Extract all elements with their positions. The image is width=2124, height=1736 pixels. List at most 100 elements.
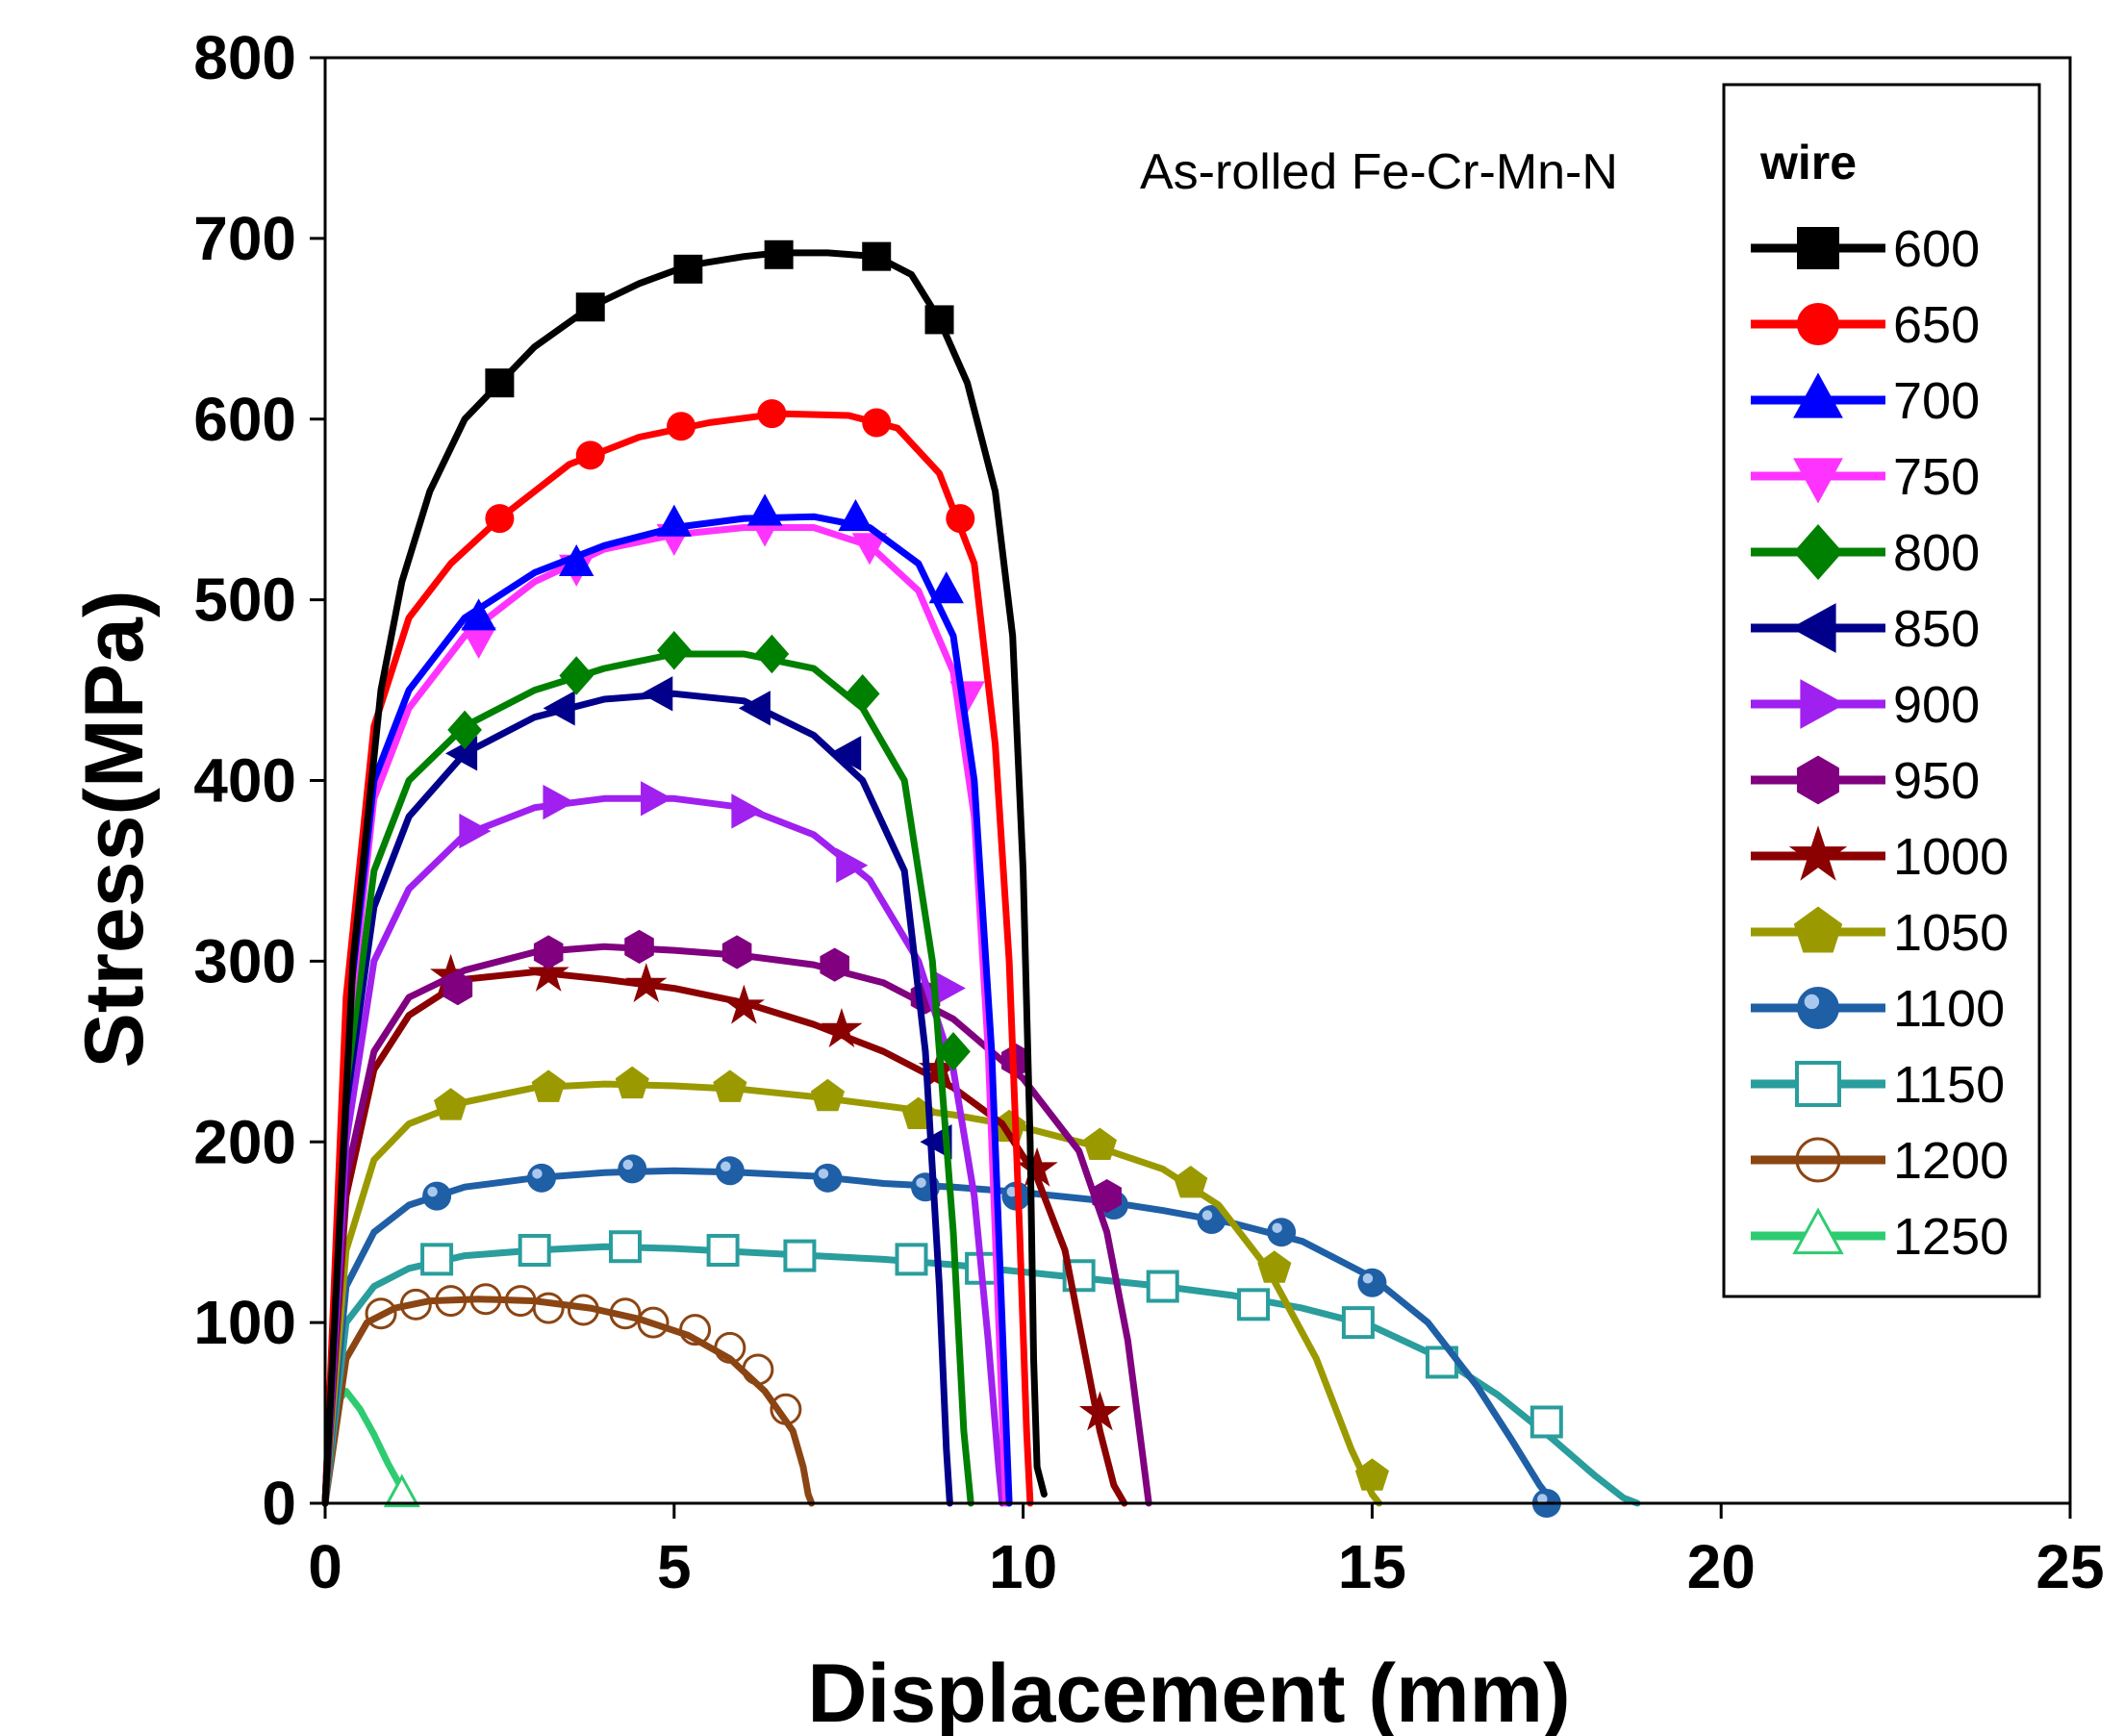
data-point-700-2 [656,504,692,537]
data-point-1000-2 [625,963,668,1003]
data-point-1100-0-highlight [427,1186,438,1197]
data-point-1150-2 [609,1230,643,1264]
x-tick-label-4: 20 [1687,1532,1756,1601]
series-700 [321,493,1013,1507]
data-point-950-2 [624,929,654,964]
y-tick-label-5: 500 [193,566,296,635]
data-point-700-0 [461,598,496,631]
data-point-1000-6 [1016,1146,1058,1187]
data-point-600-4 [862,241,892,271]
data-point-700-1 [559,543,594,577]
data-point-700-4 [838,499,873,532]
series-line-750 [321,524,1009,1507]
data-point-600-0 [485,368,515,398]
series-1050 [321,1066,1389,1507]
data-point-900-5 [933,970,966,1006]
legend-marker-900 [1800,679,1846,729]
data-point-1150-0 [420,1243,454,1276]
data-point-1200-9 [679,1314,712,1346]
data-point-1050-0 [434,1088,468,1120]
legend-label-850: 850 [1893,600,1980,658]
data-point-1200-6 [567,1294,599,1326]
data-point-900-2 [641,781,673,817]
legend-label-1000: 1000 [1893,828,2009,886]
x-tick-label-2: 10 [989,1532,1057,1601]
data-point-700-3 [746,493,783,526]
series-line-1050 [321,1080,1383,1507]
data-point-800-2 [656,630,692,670]
data-point-1150-9 [1237,1288,1271,1321]
data-point-650-5 [946,504,975,534]
data-point-800-5 [936,1032,971,1071]
legend-item-1150: 1150 [1751,1056,2005,1114]
legend-item-650: 650 [1751,296,1980,354]
data-point-1150-8 [1146,1270,1179,1303]
data-point-1100-5-highlight [916,1177,926,1188]
data-point-1150-10 [1341,1306,1375,1340]
data-point-750-4 [851,533,888,566]
data-point-1150-3 [706,1233,740,1267]
axes: 0 5 10 15 20 25 0 100 200 300 400 500 600 700 800 [193,23,2104,1601]
data-point-850-2 [641,676,673,712]
series-1100 [321,1154,1561,1518]
y-tick-label-4: 400 [193,746,296,816]
legend-label-900: 900 [1893,676,1980,734]
legend-label-650: 650 [1893,296,1980,354]
y-tick-label-2: 200 [193,1107,296,1176]
data-point-1000-1 [527,951,569,992]
data-point-1150-4 [783,1239,817,1272]
series-900 [321,781,1006,1507]
data-point-800-3 [754,634,790,674]
data-point-1050-1 [531,1069,566,1102]
legend-label-750: 750 [1893,448,1980,506]
data-point-1100-3 [715,1156,745,1186]
legend-item-1250: 1250 [1751,1207,2009,1266]
legend-item-700: 700 [1751,372,1980,430]
x-tick-label-1: 5 [657,1532,692,1601]
data-point-1100-9-highlight [1272,1222,1282,1233]
data-point-850-3 [738,691,771,726]
series-line-1200 [321,1296,816,1507]
legend-label-950: 950 [1893,752,1980,810]
data-point-900-1 [543,784,575,820]
data-point-1200-12 [770,1393,802,1425]
data-point-1150-12 [1530,1405,1563,1439]
data-point-1050-7 [1082,1127,1117,1160]
data-point-1100-9 [1267,1218,1297,1247]
data-point-1100-8-highlight [1201,1210,1213,1220]
data-point-1200-0 [365,1297,397,1330]
data-point-700-5 [928,571,964,604]
legend-marker-700 [1793,372,1843,418]
series-line-1000 [321,969,1128,1507]
legend-marker-850 [1790,603,1836,653]
legend-marker-1150 [1795,1061,1841,1107]
data-point-1050-2 [615,1066,649,1099]
legend-label-600: 600 [1893,220,1980,278]
legend-item-900: 900 [1751,676,1980,734]
data-point-1000-7 [1078,1391,1122,1431]
data-point-1100-1 [526,1163,556,1193]
data-point-1100-2-highlight [622,1159,634,1170]
data-point-1200-11 [742,1353,774,1386]
data-point-950-0 [442,970,473,1006]
y-tick-label-6: 600 [193,385,296,454]
data-point-950-7 [1092,1178,1122,1214]
data-point-650-2 [667,412,696,441]
data-point-1100-4 [813,1163,843,1193]
data-point-1200-5 [532,1292,565,1324]
legend-marker-1050 [1793,906,1843,953]
legend-marker-1000 [1788,825,1848,881]
legend-marker-1100-highlight [1804,994,1820,1010]
data-point-650-3 [757,399,787,429]
data-point-850-1 [543,691,575,726]
y-tick-label-0: 0 [262,1469,296,1538]
y-tick-label-3: 300 [193,926,296,995]
series-line-600 [321,249,1048,1507]
data-point-1100-0 [422,1181,452,1211]
data-point-900-0 [459,813,492,849]
data-point-1100-10 [1357,1268,1387,1297]
data-point-1100-2 [618,1154,647,1184]
legend-marker-950 [1797,755,1839,805]
legend-label-700: 700 [1893,372,1980,430]
